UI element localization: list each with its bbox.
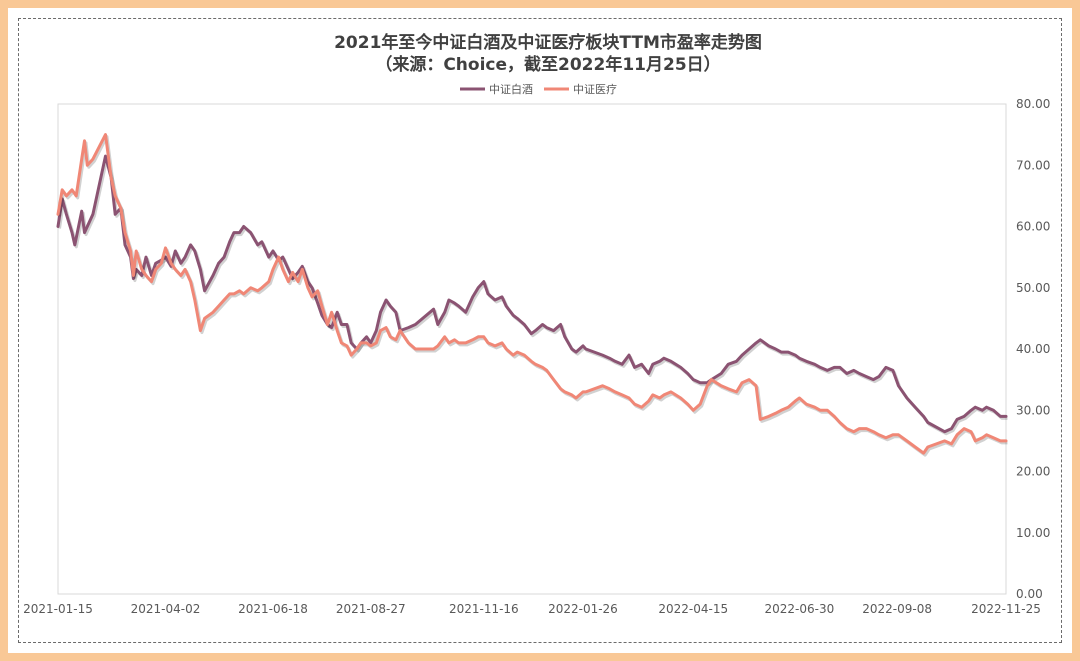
x-tick-label: 2021-04-02 [131, 602, 201, 616]
x-tick-label: 2022-06-30 [764, 602, 834, 616]
y-tick-label: 50.00 [1016, 281, 1050, 295]
x-tick-label: 2021-06-18 [238, 602, 308, 616]
y-tick-label: 20.00 [1016, 465, 1050, 479]
y-axis-ticks: 0.00 10.00 20.00 30.00 40.00 50.00 60.00 70.00 8… [1016, 97, 1050, 601]
x-tick-label: 2022-04-15 [658, 602, 728, 616]
legend-label-2: 中证医疗 [573, 82, 617, 96]
y-tick-label: 40.00 [1016, 342, 1050, 356]
series-line-1 [56, 154, 1008, 434]
series-shadow-1 [58, 156, 1008, 436]
x-tick-label: 2021-11-16 [449, 602, 519, 616]
y-tick-label: 70.00 [1016, 158, 1050, 172]
legend: 中证白酒 中证医疗 [460, 82, 617, 96]
x-axis-ticks: 2021-01-15 2021-04-02 2021-06-18 2021-08-27… [23, 602, 1041, 616]
chart-subtitle: （来源：Choice，截至2022年11月25日） [375, 54, 720, 75]
plot-area [57, 103, 1007, 595]
chart-frame [8, 8, 1072, 653]
x-tick-label: 2022-09-08 [862, 602, 932, 616]
x-tick-label: 2022-01-26 [548, 602, 618, 616]
x-tick-label: 2022-11-25 [971, 602, 1041, 616]
y-tick-label: 30.00 [1016, 403, 1050, 417]
y-tick-label: 0.00 [1016, 587, 1043, 601]
series-shadow-2 [58, 135, 1008, 457]
x-tick-label: 2021-01-15 [23, 602, 93, 616]
series-line-2 [56, 133, 1008, 455]
chart-title: 2021年至今中证白酒及中证医疗板块TTM市盈率走势图 [334, 32, 762, 53]
legend-label-1: 中证白酒 [489, 82, 533, 96]
x-tick-label: 2021-08-27 [336, 602, 406, 616]
y-tick-label: 60.00 [1016, 220, 1050, 234]
y-tick-label: 80.00 [1016, 97, 1050, 111]
chart-inner-border [18, 18, 1062, 643]
series-layer [56, 133, 1008, 457]
y-tick-label: 10.00 [1016, 526, 1050, 540]
